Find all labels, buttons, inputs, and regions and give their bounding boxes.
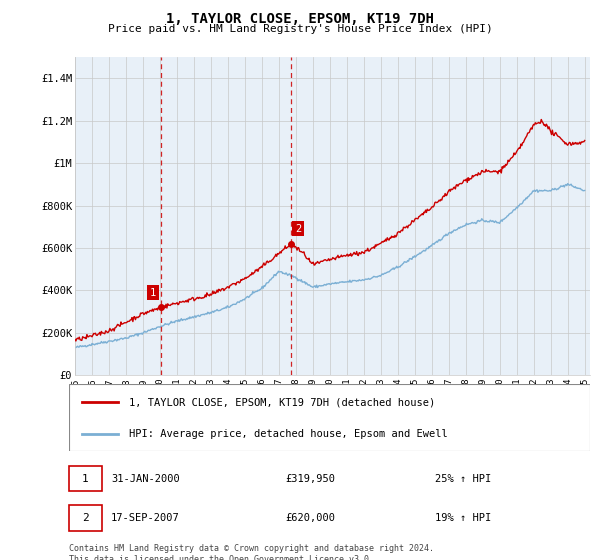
Text: 1, TAYLOR CLOSE, EPSOM, KT19 7DH (detached house): 1, TAYLOR CLOSE, EPSOM, KT19 7DH (detach… [129, 398, 435, 408]
Text: HPI: Average price, detached house, Epsom and Ewell: HPI: Average price, detached house, Epso… [129, 429, 448, 439]
Text: 1: 1 [149, 287, 156, 297]
Text: 2: 2 [82, 513, 89, 523]
Text: £620,000: £620,000 [285, 513, 335, 523]
Text: Price paid vs. HM Land Registry's House Price Index (HPI): Price paid vs. HM Land Registry's House … [107, 24, 493, 34]
Text: Contains HM Land Registry data © Crown copyright and database right 2024.
This d: Contains HM Land Registry data © Crown c… [69, 544, 434, 560]
Text: £319,950: £319,950 [285, 474, 335, 484]
Text: 1, TAYLOR CLOSE, EPSOM, KT19 7DH: 1, TAYLOR CLOSE, EPSOM, KT19 7DH [166, 12, 434, 26]
Text: 1: 1 [82, 474, 89, 484]
Text: 19% ↑ HPI: 19% ↑ HPI [435, 513, 491, 523]
Text: 31-JAN-2000: 31-JAN-2000 [111, 474, 180, 484]
FancyBboxPatch shape [69, 384, 590, 451]
Text: 17-SEP-2007: 17-SEP-2007 [111, 513, 180, 523]
Text: 2: 2 [295, 224, 301, 234]
Text: 25% ↑ HPI: 25% ↑ HPI [435, 474, 491, 484]
